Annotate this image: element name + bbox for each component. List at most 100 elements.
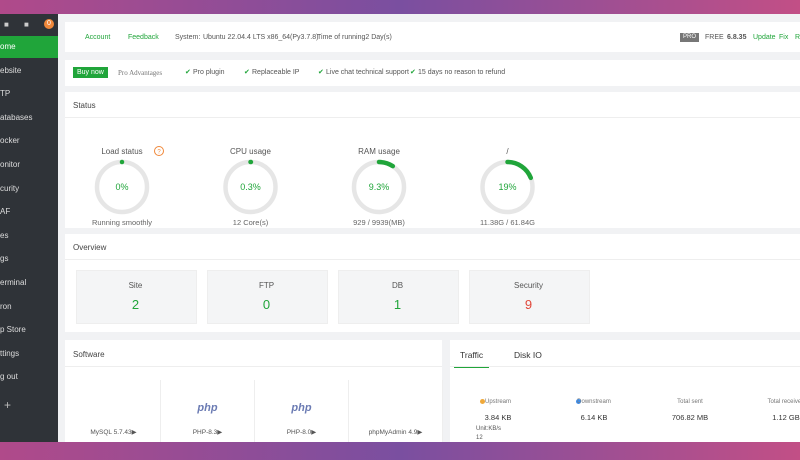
tab[interactable]: Disk IO (514, 350, 542, 360)
nav-item[interactable]: ocker (0, 136, 20, 146)
nav-item[interactable]: ebsite (0, 65, 22, 75)
stat-value: 6.14 KB (580, 413, 608, 422)
gauge-arc (351, 159, 407, 215)
nav-item[interactable]: ome (0, 36, 58, 58)
nav-item[interactable]: ttings (0, 348, 20, 358)
software-icon: php (197, 402, 218, 414)
overview-panel: Overview Site 2 FTP 0 DB 1 Security 9 (65, 234, 800, 332)
more[interactable]: R (795, 34, 800, 41)
system: Ubuntu 22.04.4 LTS x86_64(Py3.7.8) (203, 34, 319, 41)
panel-title: Status (73, 101, 96, 110)
stat-label: Total sent (677, 399, 703, 405)
uptime: Time of running2 Day(s) (317, 34, 392, 41)
gauge-value: 9.3% (369, 182, 390, 192)
gauge-arc (480, 159, 535, 215)
check: ✔ (410, 69, 416, 76)
edition: FREE (705, 34, 724, 41)
pro-badge: PRO (680, 33, 700, 42)
software-cell[interactable] (255, 380, 349, 442)
legend-dot (480, 399, 485, 404)
main: Account Feedback System: Ubuntu 22.04.4 … (58, 14, 800, 442)
nav-item[interactable]: ron (0, 301, 12, 311)
gauge-detail: 929 / 9939(MB) (353, 218, 405, 227)
card-value: 9 (524, 297, 533, 312)
card-value: 1 (393, 297, 402, 312)
buy-button[interactable]: Buy now (73, 67, 108, 78)
nav-item[interactable]: curity (0, 183, 20, 193)
topbar: Account Feedback System: Ubuntu 22.04.4 … (65, 22, 800, 52)
feature: Replaceable IP (252, 69, 300, 76)
gauge-arc (94, 159, 150, 215)
stat-value: 706.82 MB (671, 413, 709, 422)
nav-item[interactable]: AF (0, 207, 11, 217)
gauge-name: RAM usage (358, 147, 400, 156)
stat-label: Total received (767, 399, 800, 405)
card (207, 270, 328, 324)
system-label: System: (175, 34, 201, 41)
status-panel: Status Load status? 0% Running smoothly CPU… (65, 92, 800, 228)
unit: Unit:KB/s (476, 426, 502, 432)
check: ✔ (244, 69, 250, 76)
software-cell[interactable] (349, 380, 443, 442)
software-name: PHP-8.0▶ (286, 429, 317, 436)
divider (65, 366, 442, 367)
gauges: Load status ? 0% Running smoothly CPU usage 0… (92, 146, 535, 227)
card (469, 270, 590, 324)
axis-top: 12 (476, 435, 483, 441)
divider (65, 117, 800, 118)
card-value: 0 (262, 297, 271, 312)
feature: 15 days no reason to refund (418, 69, 506, 76)
tab[interactable]: Traffic (454, 350, 490, 368)
nav-item[interactable]: onitor (0, 160, 21, 169)
promo-bar: Buy now Pro Advantages ✔ Pro plugin ✔ Repla… (65, 60, 800, 86)
gauge-name: CPU usage (230, 147, 271, 156)
menu-icon[interactable]: ■ (4, 20, 9, 29)
nav-item[interactable]: erminal (0, 278, 27, 287)
gauge-name: / (506, 147, 509, 156)
card (76, 270, 197, 324)
gauge-arc (223, 159, 278, 215)
card-value: 2 (131, 297, 140, 312)
account[interactable]: Account (85, 34, 111, 41)
stat-label: Downstream (577, 399, 611, 405)
stat-value: 3.84 KB (484, 413, 512, 422)
software-cell[interactable] (67, 380, 161, 442)
nav-item[interactable]: gs (0, 254, 9, 264)
software-name: phpMyAdmin 4.9▶ (368, 429, 423, 436)
divider (450, 366, 800, 367)
software-name: PHP-8.3▶ (192, 429, 223, 436)
card-label: Security (514, 281, 543, 290)
msg-icon[interactable]: ■ (24, 20, 29, 29)
software-cell[interactable] (161, 380, 255, 442)
gauge-value: 0% (115, 182, 128, 192)
card (338, 270, 459, 324)
software-icon: php (291, 402, 312, 414)
nav-item[interactable]: g out (0, 372, 18, 382)
update[interactable]: Update (753, 34, 776, 41)
badge: 0 (44, 19, 54, 29)
nav-item[interactable]: atabases (0, 112, 33, 122)
card-label: Site (128, 281, 143, 290)
divider (65, 259, 800, 260)
add-button[interactable]: + (4, 398, 12, 412)
stat-label: Upstream (484, 399, 511, 405)
version: 6.8.35 (727, 34, 747, 41)
nav-item[interactable]: p Store (0, 325, 26, 335)
panel-title: Overview (73, 243, 107, 252)
feedback[interactable]: Feedback (128, 34, 159, 41)
traffic-panel: Traffic Disk IO Upstream 3.84 KB Downstream… (450, 340, 800, 442)
gauge-detail: Running smoothly (92, 218, 152, 227)
gauge-detail: 12 Core(s) (233, 218, 269, 227)
gauge-detail: 11.38G / 61.84G (480, 218, 535, 227)
sidebar: ■ ■ 0 ome ebsite TP atabases ocker onitor curi… (0, 14, 58, 442)
software-panel: Software MySQL 5.7.43▶ php PHP-8.3▶ php PHP-… (65, 340, 443, 442)
check: ✔ (318, 69, 324, 76)
panel-title: Software (73, 350, 105, 359)
fix[interactable]: Fix (779, 34, 789, 41)
help-icon (154, 146, 164, 156)
nav-item[interactable]: es (0, 230, 9, 240)
software-name: MySQL 5.7.43▶ (90, 429, 137, 436)
card-label: FTP (258, 281, 275, 290)
nav-item[interactable]: TP (0, 89, 11, 99)
